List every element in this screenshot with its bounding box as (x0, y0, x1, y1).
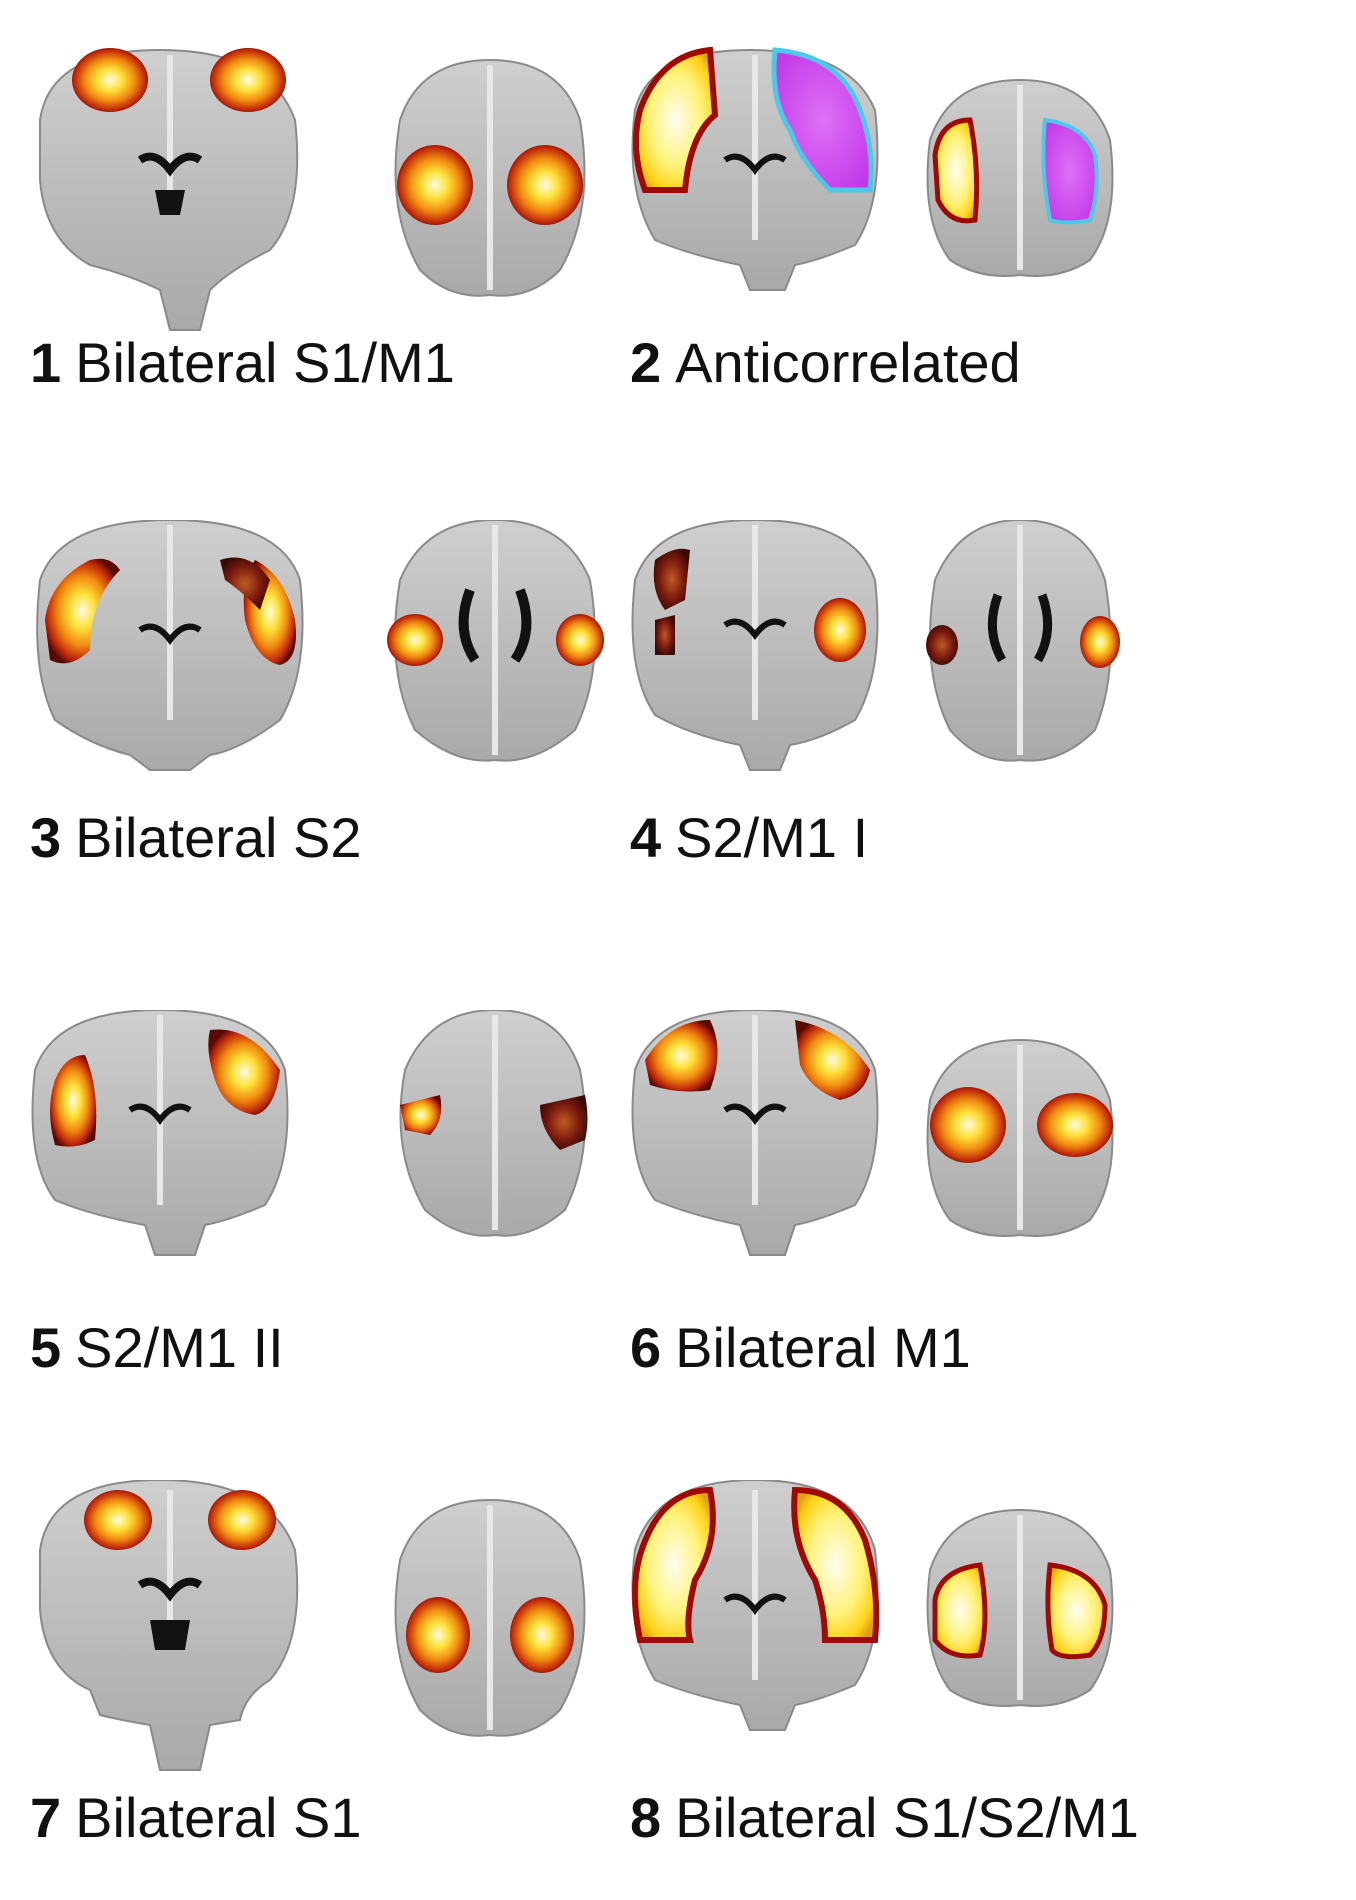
activation-blob (540, 1095, 588, 1150)
coronal-slice (631, 1480, 880, 1731)
activation-blob (632, 1486, 716, 1643)
activation-blob (208, 1490, 276, 1550)
panel-caption: 5 S2/M1 II (30, 1315, 284, 1380)
brain-slices (31, 1010, 588, 1256)
panel-number: 3 (30, 806, 62, 869)
coronal-slice (631, 46, 879, 291)
panel-8: 8 Bilateral S1/S2/M1 (630, 1480, 1270, 1900)
panel-number: 6 (630, 1316, 662, 1379)
coronal-slice (631, 1010, 879, 1256)
panel-label: Bilateral S1/S2/M1 (675, 1786, 1139, 1849)
brain-slices (39, 48, 586, 331)
panel-label: Bilateral S1 (75, 1786, 362, 1849)
panel-caption: 4 S2/M1 I (630, 805, 868, 870)
panel-caption: 3 Bilateral S2 (30, 805, 362, 870)
activation-blob (1037, 1093, 1113, 1157)
coronal-slice (36, 520, 304, 771)
axial-slice (926, 1508, 1114, 1707)
panel-caption: 6 Bilateral M1 (630, 1315, 971, 1380)
activation-blob (655, 615, 675, 655)
panel-4: 4 S2/M1 I (630, 520, 1270, 940)
panel-number: 7 (30, 1786, 62, 1849)
anticorrelated-blob (1041, 117, 1099, 225)
brain-slices (631, 1480, 1114, 1731)
panel-label: Bilateral S1/M1 (75, 331, 455, 394)
axial-slice (387, 520, 604, 762)
activation-blob (210, 48, 286, 112)
activation-blob (208, 1029, 280, 1115)
activation-blob (72, 48, 148, 112)
anticorrelated-blob (771, 47, 874, 193)
brain-slices (631, 46, 1114, 291)
brain-slices (39, 1480, 586, 1771)
panel-1: 1 Bilateral S1/M1 (30, 40, 670, 460)
activation-blob (645, 1020, 718, 1092)
activation-blob (507, 145, 583, 225)
activation-blob (932, 1562, 988, 1659)
coronal-slice (31, 1010, 289, 1256)
panel-label: S2/M1 II (75, 1316, 284, 1379)
panel-label: Bilateral M1 (675, 1316, 971, 1379)
panel-2: 2 Anticorrelated (630, 40, 1270, 460)
activation-blob (387, 614, 443, 666)
coronal-slice (631, 520, 879, 771)
activation-blob (930, 1087, 1006, 1163)
axial-slice (926, 1038, 1114, 1237)
activation-blob (932, 117, 980, 224)
axial-slice (399, 1010, 588, 1237)
activation-blob (1045, 1562, 1108, 1660)
activation-blob (814, 598, 866, 662)
panel-number: 1 (30, 331, 62, 394)
panel-3: 3 Bilateral S2 (30, 520, 670, 940)
panel-7: 7 Bilateral S1 (30, 1480, 670, 1900)
activation-blob (406, 1597, 470, 1673)
activation-blob (791, 1486, 880, 1643)
panel-caption: 7 Bilateral S1 (30, 1785, 362, 1850)
panel-number: 2 (630, 331, 662, 394)
panel-6: 6 Bilateral M1 (630, 1010, 1270, 1430)
activation-blob (510, 1597, 574, 1673)
activation-blob (50, 1055, 97, 1147)
panel-caption: 1 Bilateral S1/M1 (30, 330, 455, 395)
brain-slices (631, 520, 1120, 771)
panel-caption: 2 Anticorrelated (630, 330, 1021, 395)
axial-slice (926, 78, 1114, 277)
activation-blob (633, 46, 719, 193)
activation-blob (397, 145, 473, 225)
brain-slices (36, 520, 604, 771)
panel-label: Anticorrelated (675, 331, 1021, 394)
activation-blob (795, 1020, 870, 1100)
brain-slices (631, 1010, 1114, 1256)
activation-blob (556, 614, 604, 666)
activation-blob (653, 548, 690, 610)
activation-blob (926, 625, 958, 665)
panel-label: Bilateral S2 (75, 806, 362, 869)
coronal-slice (39, 48, 299, 331)
axial-slice (394, 1498, 586, 1737)
panel-number: 5 (30, 1316, 62, 1379)
panel-caption: 8 Bilateral S1/S2/M1 (630, 1785, 1139, 1850)
activation-blob (220, 557, 270, 610)
axial-slice (394, 58, 586, 297)
activation-blob (45, 558, 120, 664)
panel-number: 4 (630, 806, 662, 869)
axial-slice (926, 520, 1120, 762)
panel-label: S2/M1 I (675, 806, 869, 869)
panel-number: 8 (630, 1786, 662, 1849)
activation-blob (1080, 616, 1120, 668)
panel-5: 5 S2/M1 II (30, 1010, 670, 1430)
activation-blob (84, 1490, 152, 1550)
coronal-slice (39, 1480, 299, 1771)
activation-blob (400, 1095, 442, 1135)
